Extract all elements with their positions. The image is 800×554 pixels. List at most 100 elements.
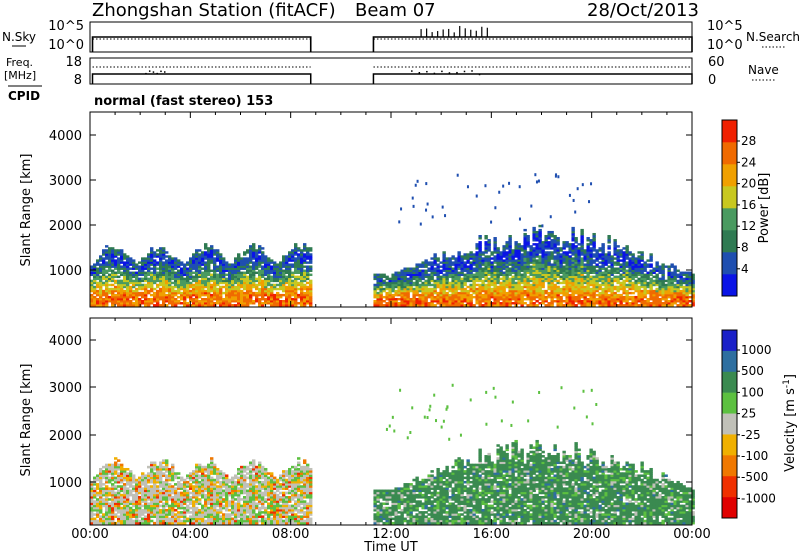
power-cell <box>526 275 530 279</box>
power-cell <box>303 304 307 307</box>
power-cell <box>376 275 380 279</box>
power-cell <box>592 295 596 299</box>
power-cell <box>282 255 286 258</box>
power-cell <box>514 300 518 303</box>
power-cell <box>246 271 250 274</box>
power-cell <box>150 247 154 250</box>
power-cell <box>306 253 310 256</box>
power-cell <box>478 243 482 246</box>
power-cell <box>240 273 244 277</box>
power-cell <box>541 249 545 252</box>
power-cell <box>391 300 395 303</box>
power-colorbar-label: 4 <box>741 262 749 276</box>
velocity-cell <box>114 498 118 501</box>
power-cell <box>631 255 635 258</box>
velocity-cell <box>117 498 121 501</box>
power-cell <box>535 269 539 272</box>
power-cell <box>150 275 154 279</box>
power-cell <box>445 285 449 289</box>
power-cell <box>562 275 566 279</box>
power-cell <box>571 257 575 260</box>
power-cell <box>186 271 190 274</box>
power-scatter <box>576 187 579 191</box>
power-cell <box>105 287 109 291</box>
power-cell <box>637 255 641 258</box>
power-cell <box>93 285 97 289</box>
power-cell <box>171 267 175 270</box>
power-cell <box>373 295 377 299</box>
power-cell <box>252 245 256 248</box>
power-cell <box>195 300 199 303</box>
power-cell <box>403 293 407 297</box>
power-cell <box>508 253 512 256</box>
power-cell <box>640 297 644 301</box>
power-cell <box>463 273 467 277</box>
power-cell <box>481 263 485 266</box>
power-cell <box>661 302 665 305</box>
velocity-cell <box>117 459 121 462</box>
power-cell <box>300 287 304 291</box>
power-cell <box>643 293 647 297</box>
power-cell <box>589 261 593 264</box>
power-cell <box>442 261 446 264</box>
power-cell <box>529 304 533 307</box>
power-cell <box>592 277 596 281</box>
power-cell <box>400 287 404 291</box>
power-cell <box>138 265 142 268</box>
power-cell <box>520 289 524 293</box>
power-cell <box>228 277 232 281</box>
velocity-cell <box>108 513 112 516</box>
velocity-cell <box>141 500 145 503</box>
power-cell <box>505 257 509 260</box>
power-cell <box>589 269 593 272</box>
power-cell <box>484 275 488 279</box>
power-cell <box>568 263 572 266</box>
power-cell <box>99 289 103 293</box>
power-cell <box>541 247 545 250</box>
power-cell <box>664 293 668 297</box>
power-cell <box>240 279 244 283</box>
power-cell <box>496 271 500 274</box>
power-cell <box>261 295 265 299</box>
power-cell <box>297 281 301 285</box>
power-cell <box>493 247 497 250</box>
power-cell <box>460 269 464 272</box>
power-cell <box>481 251 485 254</box>
velocity-cell <box>108 521 112 525</box>
power-cell <box>120 253 124 256</box>
power-cell <box>616 249 620 252</box>
power-cell <box>309 257 313 260</box>
power-cell <box>264 291 268 295</box>
power-cell <box>231 279 235 283</box>
power-cell <box>403 281 407 285</box>
power-cell <box>490 271 494 274</box>
power-cell <box>105 251 109 254</box>
power-cell <box>96 277 100 281</box>
power-cell <box>670 289 674 293</box>
power-cell <box>297 267 301 270</box>
power-cell <box>601 295 605 299</box>
power-cell <box>207 293 211 297</box>
power-cell <box>463 253 467 256</box>
velocity-cell <box>123 502 127 506</box>
power-cell <box>117 300 121 303</box>
power-cell <box>294 249 298 252</box>
power-cell <box>243 253 247 256</box>
power-cell <box>111 263 115 266</box>
power-cell <box>550 302 554 305</box>
power-cell <box>147 277 151 281</box>
power-cell <box>234 257 238 260</box>
power-cell <box>472 257 476 260</box>
power-cell <box>475 251 479 254</box>
power-cell <box>379 295 383 299</box>
power-cell <box>565 291 569 295</box>
velocity-cell <box>162 498 166 501</box>
power-cell <box>237 300 241 303</box>
velocity-cell <box>108 515 112 518</box>
power-cell <box>294 261 298 264</box>
power-cell <box>517 281 521 285</box>
power-cell <box>141 265 145 268</box>
power-cell <box>445 302 449 305</box>
velocity-cell <box>93 493 97 497</box>
power-cell <box>478 304 482 307</box>
